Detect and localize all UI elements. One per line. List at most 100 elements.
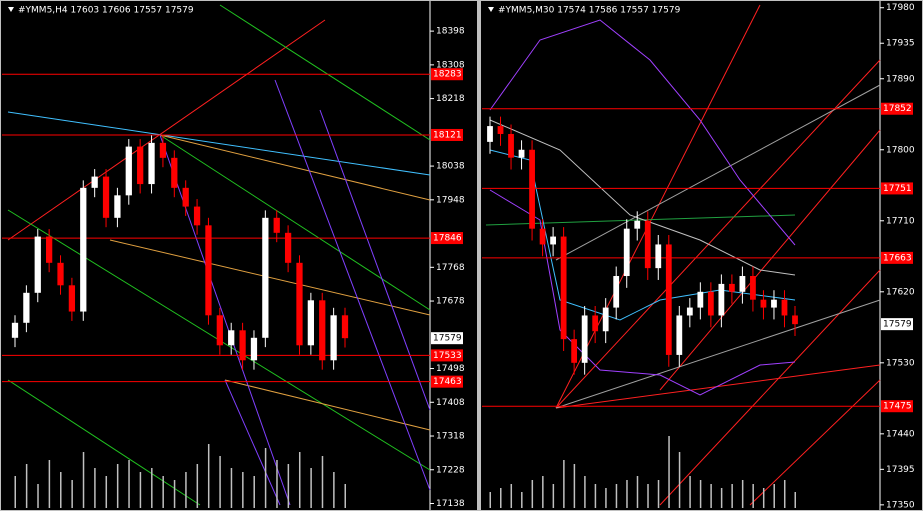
candle-body — [23, 292, 30, 323]
panel-right — [481, 1, 922, 510]
y-tick-label: 17800 — [886, 145, 915, 155]
volume-bar — [500, 488, 502, 508]
y-tick-label: 17890 — [886, 74, 915, 84]
level-label: 17463 — [433, 377, 462, 387]
volume-bar — [731, 484, 733, 508]
volume-bar — [647, 484, 649, 508]
volume-bar — [720, 488, 723, 508]
volume-bar — [82, 452, 85, 508]
level-tag — [431, 128, 463, 141]
volume-bar — [783, 480, 786, 508]
volume-bar — [37, 484, 39, 508]
candle-body — [686, 307, 693, 316]
level-label: 18121 — [433, 130, 462, 140]
candle-body — [771, 299, 777, 308]
candle-body — [239, 330, 246, 361]
y-tick-label: 18398 — [436, 27, 465, 37]
y-tick-label: 17948 — [436, 195, 465, 205]
y-tick-label: 17620 — [886, 287, 915, 297]
candle-body — [34, 236, 41, 293]
volume-bar — [594, 484, 597, 508]
volume-bar — [207, 444, 210, 508]
candle-body — [644, 220, 651, 269]
level-tag — [431, 68, 463, 81]
volume-bar — [116, 464, 119, 508]
volume-bar — [605, 488, 607, 508]
candle-body — [592, 315, 599, 332]
candle-body — [330, 315, 337, 361]
level-tag — [881, 182, 913, 195]
volume-bar — [230, 468, 233, 508]
y-tick-label: 18218 — [436, 94, 465, 104]
candle-body — [250, 337, 258, 361]
volume-bar — [196, 464, 199, 508]
volume-bar — [531, 480, 534, 508]
candle-body — [171, 157, 178, 188]
level-label: 17475 — [883, 402, 912, 412]
candle-body — [307, 300, 314, 346]
volume-bar — [762, 488, 765, 508]
volume-bar — [615, 484, 618, 508]
volume-bar — [510, 484, 513, 508]
y-tick-label: 18038 — [436, 162, 465, 172]
candle-body — [581, 315, 588, 363]
volume-bar — [584, 476, 586, 508]
candle-body — [508, 133, 514, 158]
candle-body — [571, 339, 578, 363]
candle-body — [284, 232, 292, 263]
y-tick-label: 17395 — [886, 465, 915, 475]
symbol-marker — [488, 7, 494, 12]
volume-bar — [139, 472, 142, 508]
y-tick-label: 17138 — [436, 499, 465, 509]
y-tick-label: 17318 — [436, 432, 465, 442]
volume-bar — [752, 484, 754, 508]
chart-header: #YMM5,M30 17574 17586 17557 17579 — [498, 6, 681, 16]
candle-body — [205, 225, 212, 316]
volume-bar — [741, 480, 744, 508]
candle-body — [68, 285, 76, 312]
volume-bar — [71, 480, 73, 508]
candle-body — [655, 244, 662, 269]
level-label: 17852 — [883, 104, 912, 114]
candle-body — [46, 236, 53, 263]
candle-body — [487, 126, 493, 142]
candle-body — [665, 244, 672, 355]
candle-body — [718, 283, 725, 316]
candle-body — [613, 276, 620, 308]
volume-bar — [173, 480, 176, 508]
level-label: 17663 — [883, 253, 912, 263]
level-tag — [881, 400, 913, 413]
volume-bar — [678, 452, 681, 508]
volume-bar — [321, 456, 324, 508]
level-tag — [881, 251, 913, 264]
volume-bar — [773, 484, 775, 508]
y-tick-label: 17408 — [436, 398, 465, 408]
volume-bar — [699, 480, 702, 508]
volume-bar — [128, 460, 130, 508]
volume-bar — [552, 484, 555, 508]
volume-bar — [310, 468, 312, 508]
candle-body — [319, 300, 326, 361]
candle-body — [676, 315, 683, 355]
candle-body — [729, 283, 735, 292]
drawings-left — [7, 4, 431, 506]
candle-body — [80, 187, 87, 312]
level-label: 17751 — [883, 184, 912, 194]
y-tick-label: 17768 — [436, 263, 465, 273]
y-tick-label: 17980 — [886, 3, 915, 13]
candle-body — [182, 187, 189, 207]
volume-bar — [105, 476, 108, 508]
y-tick-label: 17228 — [436, 465, 465, 475]
y-tick-label: 17935 — [886, 39, 915, 49]
y-tick-label: 17710 — [886, 216, 915, 226]
last-price-label: 17579 — [883, 320, 912, 330]
level-tag — [431, 349, 463, 362]
volume-bar — [253, 476, 255, 508]
candle-body — [781, 299, 788, 316]
y-tick-label: 17498 — [436, 364, 465, 374]
candle-body — [529, 149, 535, 229]
volume-bar — [162, 476, 164, 508]
volume-bar — [14, 476, 16, 508]
volume-bar — [521, 492, 523, 508]
volume-bar — [94, 468, 96, 508]
